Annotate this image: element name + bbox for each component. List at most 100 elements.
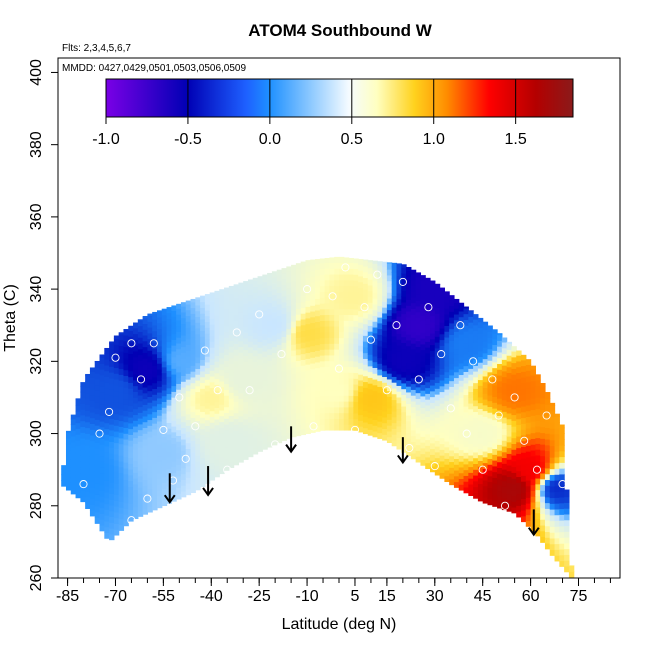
field-cell [123,392,129,400]
field-cell [267,354,273,361]
field-cell [343,418,350,425]
field-cell [406,362,412,370]
field-cell [243,349,249,356]
field-cell [133,466,139,473]
field-cell [348,325,354,333]
field-cell [109,360,115,367]
field-cell [109,435,115,442]
field-cell [549,491,556,499]
field-cell [487,475,493,483]
field-cell [185,367,192,374]
field-cell [501,445,508,453]
field-cell [276,367,283,374]
field-cell [444,365,450,373]
field-cell [209,416,216,423]
field-cell [315,286,321,294]
field-cell [281,417,287,424]
field-cell [295,406,302,414]
field-cell [329,268,335,275]
field-cell [406,368,412,376]
field-cell [147,313,153,317]
field-cell [228,288,235,295]
field-cell [214,372,220,380]
field-cell [396,275,402,282]
field-cell [487,348,493,355]
field-cell [382,387,388,395]
field-cell [506,349,513,356]
field-cell [133,385,139,392]
field-cell [228,421,235,428]
field-cell [204,390,211,398]
field-cell [315,390,321,398]
field-cell [133,443,139,450]
field-cell [161,407,168,414]
field-cell [142,381,149,388]
field-cell [310,380,316,387]
field-cell [281,371,287,378]
field-cell [430,419,436,427]
field-cell [449,351,455,359]
field-cell [530,473,536,480]
field-cell [233,406,240,414]
field-cell [166,393,172,400]
field-cell [535,501,541,508]
field-cell [315,425,321,432]
field-cell [377,299,383,307]
field-cell [358,298,364,306]
field-cell [276,355,283,363]
field-cell [444,475,450,482]
field-cell [415,427,422,434]
field-cell [544,473,551,481]
field-cell [339,268,345,275]
field-cell [104,439,110,447]
field-cell [315,332,321,340]
field-cell [434,359,441,366]
field-cell [353,418,359,426]
field-cell [262,414,268,421]
field-cell [152,319,158,326]
field-cell [362,260,369,267]
field-cell [540,415,546,422]
field-cell [477,317,484,323]
field-cell [415,346,422,353]
field-cell [367,417,374,425]
field-cell [329,308,335,315]
field-cell [166,381,172,389]
field-cell [109,481,115,489]
field-cell [85,479,91,486]
field-cell [137,331,144,338]
field-cell [133,420,139,427]
field-cell [348,389,354,396]
field-cell [444,440,450,448]
field-cell [128,370,134,378]
field-cell [334,354,340,362]
field-cell [358,293,364,300]
field-cell [324,383,331,391]
field-cell [233,284,240,287]
field-cell [204,298,211,305]
field-cell [401,342,407,349]
field-cell [482,450,489,458]
field-cell [430,344,436,351]
field-cell [252,384,259,391]
field-cell [166,358,172,366]
field-cell [434,347,441,355]
field-cell [477,483,484,490]
field-cell [554,451,560,458]
field-cell [65,478,72,485]
field-cell [540,461,546,468]
field-cell [89,492,96,500]
field-cell [238,404,244,411]
field-cell [358,362,364,369]
field-cell [506,360,513,368]
field-cell [564,496,570,503]
field-cell [75,468,81,476]
field-cell [315,292,321,299]
field-cell [549,405,556,412]
field-cell [128,365,134,372]
field-cell [89,423,96,430]
field-cell [267,418,273,425]
field-cell [501,399,508,407]
field-cell [267,412,273,419]
field-cell [113,344,120,351]
